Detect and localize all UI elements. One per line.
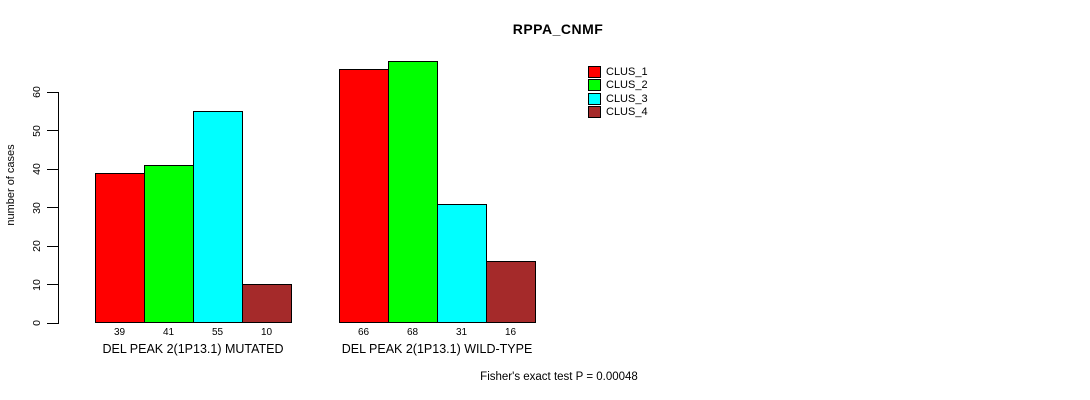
y-tick-label: 10 xyxy=(31,278,43,291)
legend-label-clus_2: CLUS_2 xyxy=(606,79,648,92)
legend-swatch-clus_4 xyxy=(588,105,601,118)
chart-title: RPPA_CNMF xyxy=(512,21,604,37)
bar-value-label: 16 xyxy=(504,327,517,338)
bar-value-label: 66 xyxy=(357,327,370,338)
y-tick-mark xyxy=(47,168,58,170)
bar-clus_1-group2 xyxy=(339,69,389,323)
bar-value-label: 31 xyxy=(455,327,468,338)
legend-swatch-clus_1 xyxy=(588,66,601,78)
bar-clus_4-group2 xyxy=(486,261,536,323)
y-axis-line xyxy=(58,92,59,324)
x-axis-group-label: DEL PEAK 2(1P13.1) WILD-TYPE xyxy=(341,342,533,356)
y-axis-label: number of cases xyxy=(5,144,17,226)
bar-value-label: 41 xyxy=(162,327,175,338)
y-tick-mark xyxy=(47,245,58,247)
legend-label-clus_4: CLUS_4 xyxy=(606,105,648,118)
bar-clus_2-group2 xyxy=(388,61,438,323)
y-tick-label: 30 xyxy=(31,201,43,214)
y-tick-label: 20 xyxy=(31,240,43,252)
y-tick-label: 0 xyxy=(31,320,43,326)
bar-value-label: 39 xyxy=(113,327,126,338)
y-tick-label: 50 xyxy=(31,124,43,137)
bar-value-label: 68 xyxy=(406,327,419,338)
x-axis-group-label: DEL PEAK 2(1P13.1) MUTATED xyxy=(102,342,284,356)
bar-value-label: 55 xyxy=(211,327,224,338)
annotation-footnote: Fisher's exact test P = 0.00048 xyxy=(480,371,638,383)
legend-swatch-clus_3 xyxy=(588,92,601,105)
y-tick-mark xyxy=(47,322,58,324)
y-tick-mark xyxy=(47,284,58,285)
bar-clus_3-group2 xyxy=(437,204,487,323)
y-tick-label: 40 xyxy=(31,163,43,175)
bar-value-label: 10 xyxy=(260,327,273,338)
y-tick-mark xyxy=(47,91,58,93)
legend-swatch-clus_2 xyxy=(588,79,601,92)
legend-label-clus_1: CLUS_1 xyxy=(606,66,648,78)
bar-clus_4-group1 xyxy=(242,284,292,323)
y-tick-mark xyxy=(47,207,58,208)
legend-label-clus_3: CLUS_3 xyxy=(606,92,648,105)
y-tick-label: 60 xyxy=(31,86,43,98)
bar-clus_2-group1 xyxy=(144,165,194,323)
bar-clus_1-group1 xyxy=(95,173,145,323)
bar-clus_3-group1 xyxy=(193,111,243,323)
y-tick-mark xyxy=(47,130,58,131)
